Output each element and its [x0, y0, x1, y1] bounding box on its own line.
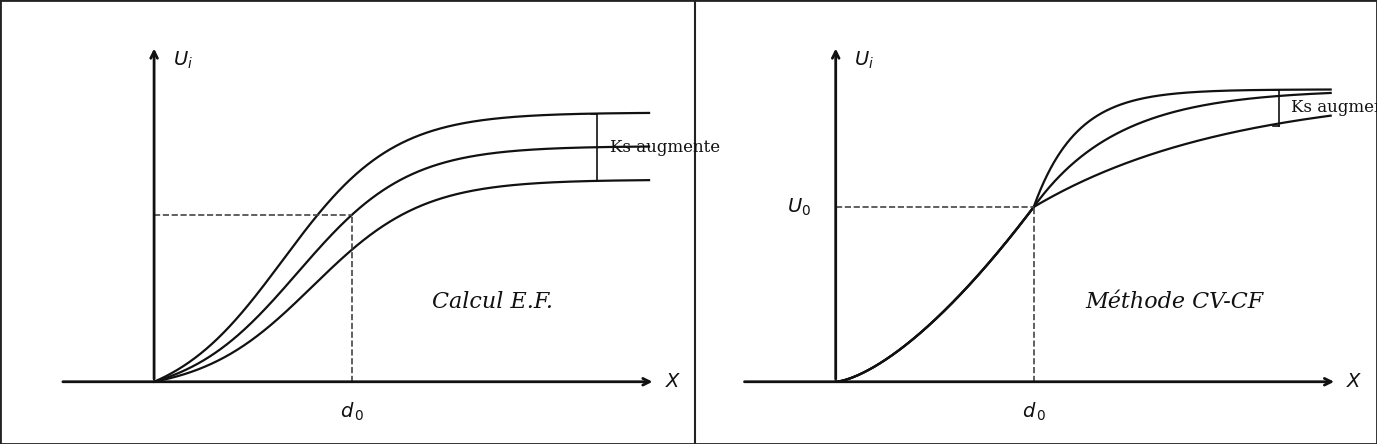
Text: Ks augmente: Ks augmente [610, 139, 720, 156]
Text: Ks augmente: Ks augmente [1292, 99, 1377, 116]
Text: $U_i$: $U_i$ [174, 50, 193, 71]
Text: $d_{\,0}$: $d_{\,0}$ [1022, 401, 1047, 423]
Text: $X$: $X$ [665, 373, 682, 391]
Text: $X$: $X$ [1347, 373, 1363, 391]
Text: Calcul E.F.: Calcul E.F. [432, 290, 554, 313]
Text: $d_{\,0}$: $d_{\,0}$ [340, 401, 365, 423]
Text: $U_0$: $U_0$ [786, 196, 811, 218]
Text: $U_i$: $U_i$ [855, 50, 874, 71]
Text: Méthode CV-CF: Méthode CV-CF [1085, 290, 1263, 313]
